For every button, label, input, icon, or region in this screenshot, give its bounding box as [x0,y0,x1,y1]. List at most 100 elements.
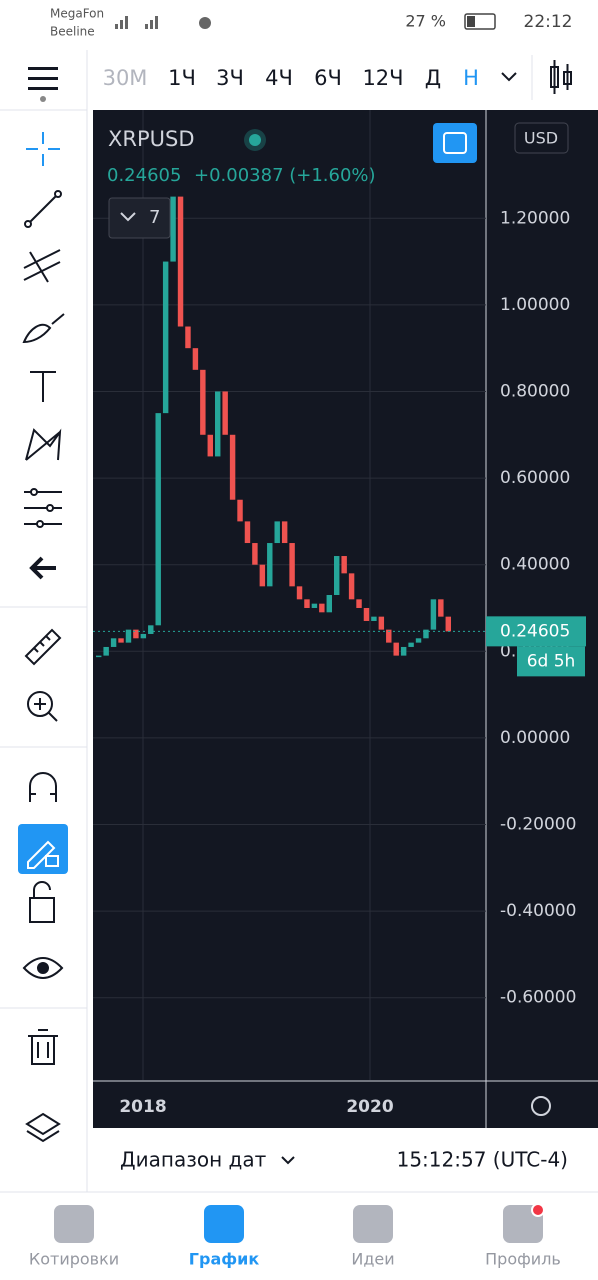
session-clock: 15:12:57 (UTC-4) [397,1148,568,1172]
last-price: 0.24605 [107,165,181,186]
battery-percent: 27 % [405,12,446,31]
candles [93,196,486,658]
symbol: XRPUSD [108,127,195,151]
tab-icon[interactable] [54,1205,94,1243]
candle [200,369,206,435]
indicators-toggle[interactable] [108,197,171,239]
candle [110,638,117,647]
signal-icons [115,16,211,29]
candle [259,564,266,587]
interval-option[interactable]: 3Ч [216,66,244,90]
candle [304,599,310,608]
candle [356,599,362,608]
y-tick-label: -0.20000 [500,815,576,835]
fullscreen-icon [443,132,467,154]
candle [237,499,243,522]
date-range[interactable]: Диапазон дат [120,1148,267,1172]
y-tick-label: -0.60000 [500,988,576,1008]
carrier: MegaFon [50,7,104,21]
interval-option[interactable]: 4Ч [265,66,293,90]
candle [267,543,273,587]
candle [125,629,132,643]
interval-option[interactable]: 12Ч [362,66,403,90]
drawing-tools[interactable] [22,132,65,1143]
settings-button[interactable] [531,1096,551,1116]
interval-option[interactable]: Н [463,66,479,90]
candle [185,326,191,349]
carrier: Beeline [50,25,95,39]
candle [207,434,213,457]
candle [133,629,139,639]
x-tick-label: 2020 [346,1097,393,1117]
candle [103,646,109,656]
tab-icon[interactable] [353,1205,393,1243]
candle [311,603,318,608]
candle [96,655,102,658]
candle [445,616,451,632]
clock: 22:12 [524,12,573,32]
footer-bar [93,1128,598,1192]
candle [162,261,169,414]
interval-option[interactable]: 30М [103,66,148,90]
candle [423,629,429,639]
candle [296,586,303,600]
y-tick-label: 0.00000 [500,728,570,748]
chevron [120,212,136,222]
badge-bg [486,616,586,647]
candle [215,391,221,457]
candle [341,556,347,574]
candle [252,543,258,565]
candle [334,556,340,595]
candle [319,603,325,613]
y-tick-label: -0.40000 [500,901,576,921]
candle [192,348,199,370]
interval-option[interactable]: Д [425,66,441,90]
chart-type-button[interactable] [550,60,572,94]
tab-label[interactable]: График [189,1250,260,1269]
y-tick-label: 1.00000 [500,295,570,315]
price-badge: 0.24605 6d 5h [486,616,586,677]
badge-bg [517,646,585,677]
lock-drawings-icon [27,840,59,869]
candle [400,646,407,656]
tab-icon[interactable] [204,1205,244,1243]
chevron [281,1156,295,1165]
status-dot [249,134,261,146]
badge-price: 0.24605 [500,621,570,641]
candle [118,638,124,643]
candle [415,638,422,643]
candle [281,521,288,544]
candle [274,521,280,544]
tab-label[interactable]: Профиль [485,1250,561,1269]
lock-drawings-button[interactable] [18,824,68,874]
candle [371,616,377,621]
currency-button[interactable] [514,122,569,154]
x-tick-label: 2018 [119,1097,166,1117]
candle [378,616,385,630]
candle [393,642,399,656]
bar-countdown: 6d 5h [527,651,576,671]
y-tick-label: 0.60000 [500,468,570,488]
candle [244,521,251,544]
interval-option[interactable]: 6Ч [314,66,342,90]
candle [148,625,154,634]
candle [229,434,236,500]
y-tick-label: 0.80000 [500,381,570,401]
tab-label[interactable]: Котировки [29,1250,119,1269]
battery-level [467,16,475,27]
tab-label[interactable]: Идеи [351,1250,394,1269]
fullscreen-button[interactable] [433,123,477,163]
y-tick-label: 0.40000 [500,555,570,575]
menu-button[interactable] [28,67,58,102]
candle [289,543,295,587]
candle [386,629,392,643]
battery-icon [464,13,496,30]
intervals-dropdown[interactable] [501,72,517,82]
tab-bar: Котировки График Идеи Профиль [29,1203,561,1269]
interval-option[interactable]: 1Ч [168,66,196,90]
indicator-count: 7 [149,207,160,228]
candle [222,391,228,435]
candle [438,599,444,617]
